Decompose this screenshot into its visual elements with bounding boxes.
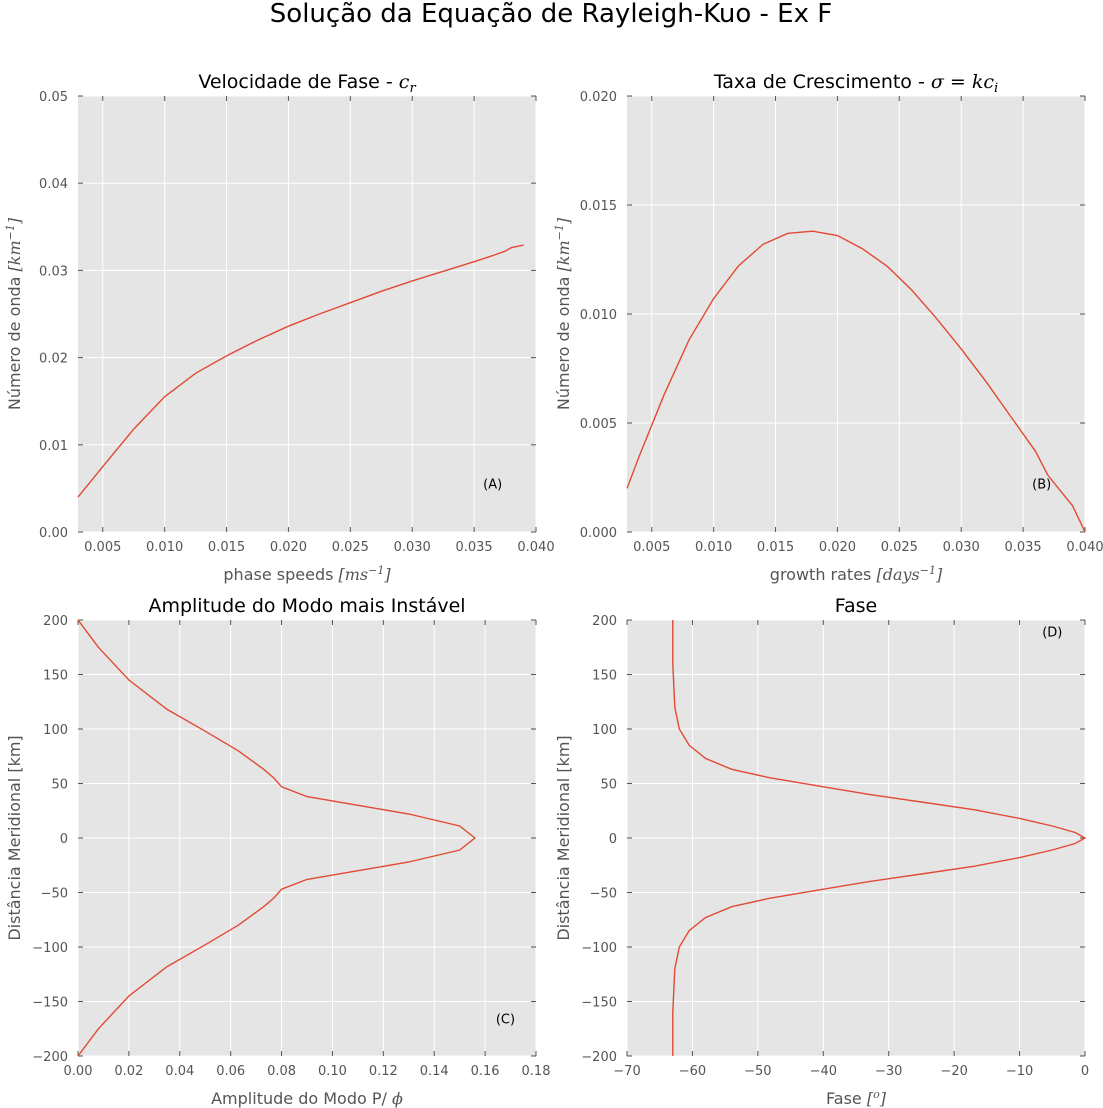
subplot-b: 0.005 0.010 0.015 0.020 0.025 0.030 0.035 0.040… bbox=[553, 71, 1103, 584]
y-tick-label: 0.01 bbox=[39, 439, 68, 454]
x-tick-label: −20 bbox=[940, 1064, 967, 1079]
x-tick-label: 0.025 bbox=[881, 540, 918, 555]
subplot-title: Taxa de Crescimento - σ = kci bbox=[713, 71, 998, 96]
x-tick-label: 0.010 bbox=[146, 540, 183, 555]
x-tick-label: −60 bbox=[679, 1064, 706, 1079]
y-tick-label: −150 bbox=[32, 996, 68, 1011]
x-tick-label: 0.16 bbox=[471, 1064, 500, 1079]
y-tick-label: 150 bbox=[43, 669, 68, 684]
x-tick-label: 0.030 bbox=[394, 540, 431, 555]
y-tick-label: −50 bbox=[590, 887, 617, 902]
figure-title: Solução da Equação de Rayleigh-Kuo - Ex … bbox=[270, 0, 832, 29]
y-tick-label: 150 bbox=[592, 669, 617, 684]
x-tick-label: −70 bbox=[613, 1064, 640, 1079]
panel-annotation: (B) bbox=[1032, 477, 1051, 492]
x-tick-label: 0.14 bbox=[420, 1064, 449, 1079]
y-axis-label: Distância Meridional [km] bbox=[5, 735, 24, 940]
y-axis-label: Distância Meridional [km] bbox=[554, 735, 573, 940]
panel-annotation: (A) bbox=[483, 477, 502, 492]
x-tick-label: −40 bbox=[810, 1064, 837, 1079]
y-tick-label: 0.00 bbox=[39, 526, 68, 541]
x-tick-label: 0.020 bbox=[819, 540, 856, 555]
x-tick-label: −30 bbox=[875, 1064, 902, 1079]
y-tick-label: −200 bbox=[581, 1050, 617, 1065]
x-axis-label: Amplitude do Modo P/ ϕ bbox=[211, 1089, 403, 1108]
subplot-title: Velocidade de Fase - cr bbox=[198, 71, 416, 96]
y-tick-label: 0.010 bbox=[580, 308, 617, 323]
subplot-a: 0.005 0.010 0.015 0.020 0.025 0.030 0.035 0.040… bbox=[4, 71, 555, 584]
subplot-grid: 0.005 0.010 0.015 0.020 0.025 0.030 0.035 0.040… bbox=[4, 71, 1103, 1108]
y-tick-label: 0.05 bbox=[39, 90, 68, 105]
x-tick-label: 0.04 bbox=[165, 1064, 194, 1079]
x-tick-label: 0.005 bbox=[84, 540, 121, 555]
x-tick-label: 0.035 bbox=[1004, 540, 1041, 555]
x-tick-label: 0.02 bbox=[114, 1064, 143, 1079]
y-tick-label: 0.04 bbox=[39, 177, 68, 192]
y-tick-label: −100 bbox=[581, 941, 617, 956]
x-tick-label: 0.030 bbox=[943, 540, 980, 555]
x-tick-label: 0.005 bbox=[633, 540, 670, 555]
x-tick-label: 0.040 bbox=[517, 540, 554, 555]
x-axis-label: phase speeds [ms−1] bbox=[223, 564, 391, 584]
x-tick-label: 0.015 bbox=[757, 540, 794, 555]
x-tick-label: 0.08 bbox=[267, 1064, 296, 1079]
y-tick-label: −200 bbox=[32, 1050, 68, 1065]
y-tick-label: −150 bbox=[581, 996, 617, 1011]
y-tick-label: −50 bbox=[41, 887, 68, 902]
x-tick-label: 0.020 bbox=[270, 540, 307, 555]
x-tick-label: 0.18 bbox=[522, 1064, 551, 1079]
y-tick-label: 200 bbox=[592, 614, 617, 629]
series-line-d bbox=[672, 620, 1087, 1056]
y-tick-label: 100 bbox=[43, 723, 68, 738]
x-tick-label: 0 bbox=[1081, 1064, 1089, 1079]
y-tick-label: 100 bbox=[592, 723, 617, 738]
x-tick-label: 0.010 bbox=[695, 540, 732, 555]
series-line-a bbox=[77, 244, 524, 498]
y-tick-label: 200 bbox=[43, 614, 68, 629]
x-tick-label: 0.035 bbox=[455, 540, 492, 555]
subplot-title: Amplitude do Modo mais Instável bbox=[148, 595, 465, 617]
x-tick-label: −10 bbox=[1006, 1064, 1033, 1079]
y-tick-label: 0.03 bbox=[39, 264, 68, 279]
y-tick-label: 0.020 bbox=[580, 90, 617, 105]
subplot-c: 0.00 0.02 0.04 0.06 0.08 0.10 0.12 0.14 0.16 0.18… bbox=[5, 595, 550, 1108]
y-tick-label: 0.005 bbox=[580, 417, 617, 432]
panel-annotation: (D) bbox=[1042, 625, 1062, 640]
x-tick-label: 0.015 bbox=[208, 540, 245, 555]
y-tick-label: 0.015 bbox=[580, 199, 617, 214]
y-axis-label: Número de onda [km−1] bbox=[4, 217, 24, 410]
subplot-title: Fase bbox=[835, 595, 877, 617]
plot-area bbox=[78, 96, 536, 532]
x-tick-label: −50 bbox=[744, 1064, 771, 1079]
x-tick-label: 0.10 bbox=[318, 1064, 347, 1079]
x-tick-label: 0.025 bbox=[332, 540, 369, 555]
y-tick-label: 0.02 bbox=[39, 352, 68, 367]
x-tick-label: 0.06 bbox=[216, 1064, 245, 1079]
y-tick-label: −100 bbox=[32, 941, 68, 956]
y-tick-label: 0.000 bbox=[580, 526, 617, 541]
x-tick-label: 0.00 bbox=[64, 1064, 93, 1079]
y-tick-label: 0 bbox=[609, 832, 617, 847]
y-axis-label: Número de onda [km−1] bbox=[553, 217, 573, 410]
x-tick-label: 0.040 bbox=[1066, 540, 1103, 555]
x-axis-label: growth rates [days−1] bbox=[770, 564, 943, 584]
y-tick-label: 0 bbox=[60, 832, 68, 847]
y-tick-label: 50 bbox=[51, 778, 68, 793]
panel-annotation: (C) bbox=[496, 1012, 515, 1027]
series-line-b bbox=[626, 230, 1086, 533]
series-line-c bbox=[77, 619, 477, 1057]
x-axis-label: Fase [o] bbox=[826, 1088, 887, 1108]
x-tick-label: 0.12 bbox=[369, 1064, 398, 1079]
y-tick-label: 50 bbox=[600, 778, 617, 793]
subplot-d: −70 −60 −50 −40 −30 −20 −10 0−200−150−100−50050… bbox=[554, 595, 1089, 1108]
